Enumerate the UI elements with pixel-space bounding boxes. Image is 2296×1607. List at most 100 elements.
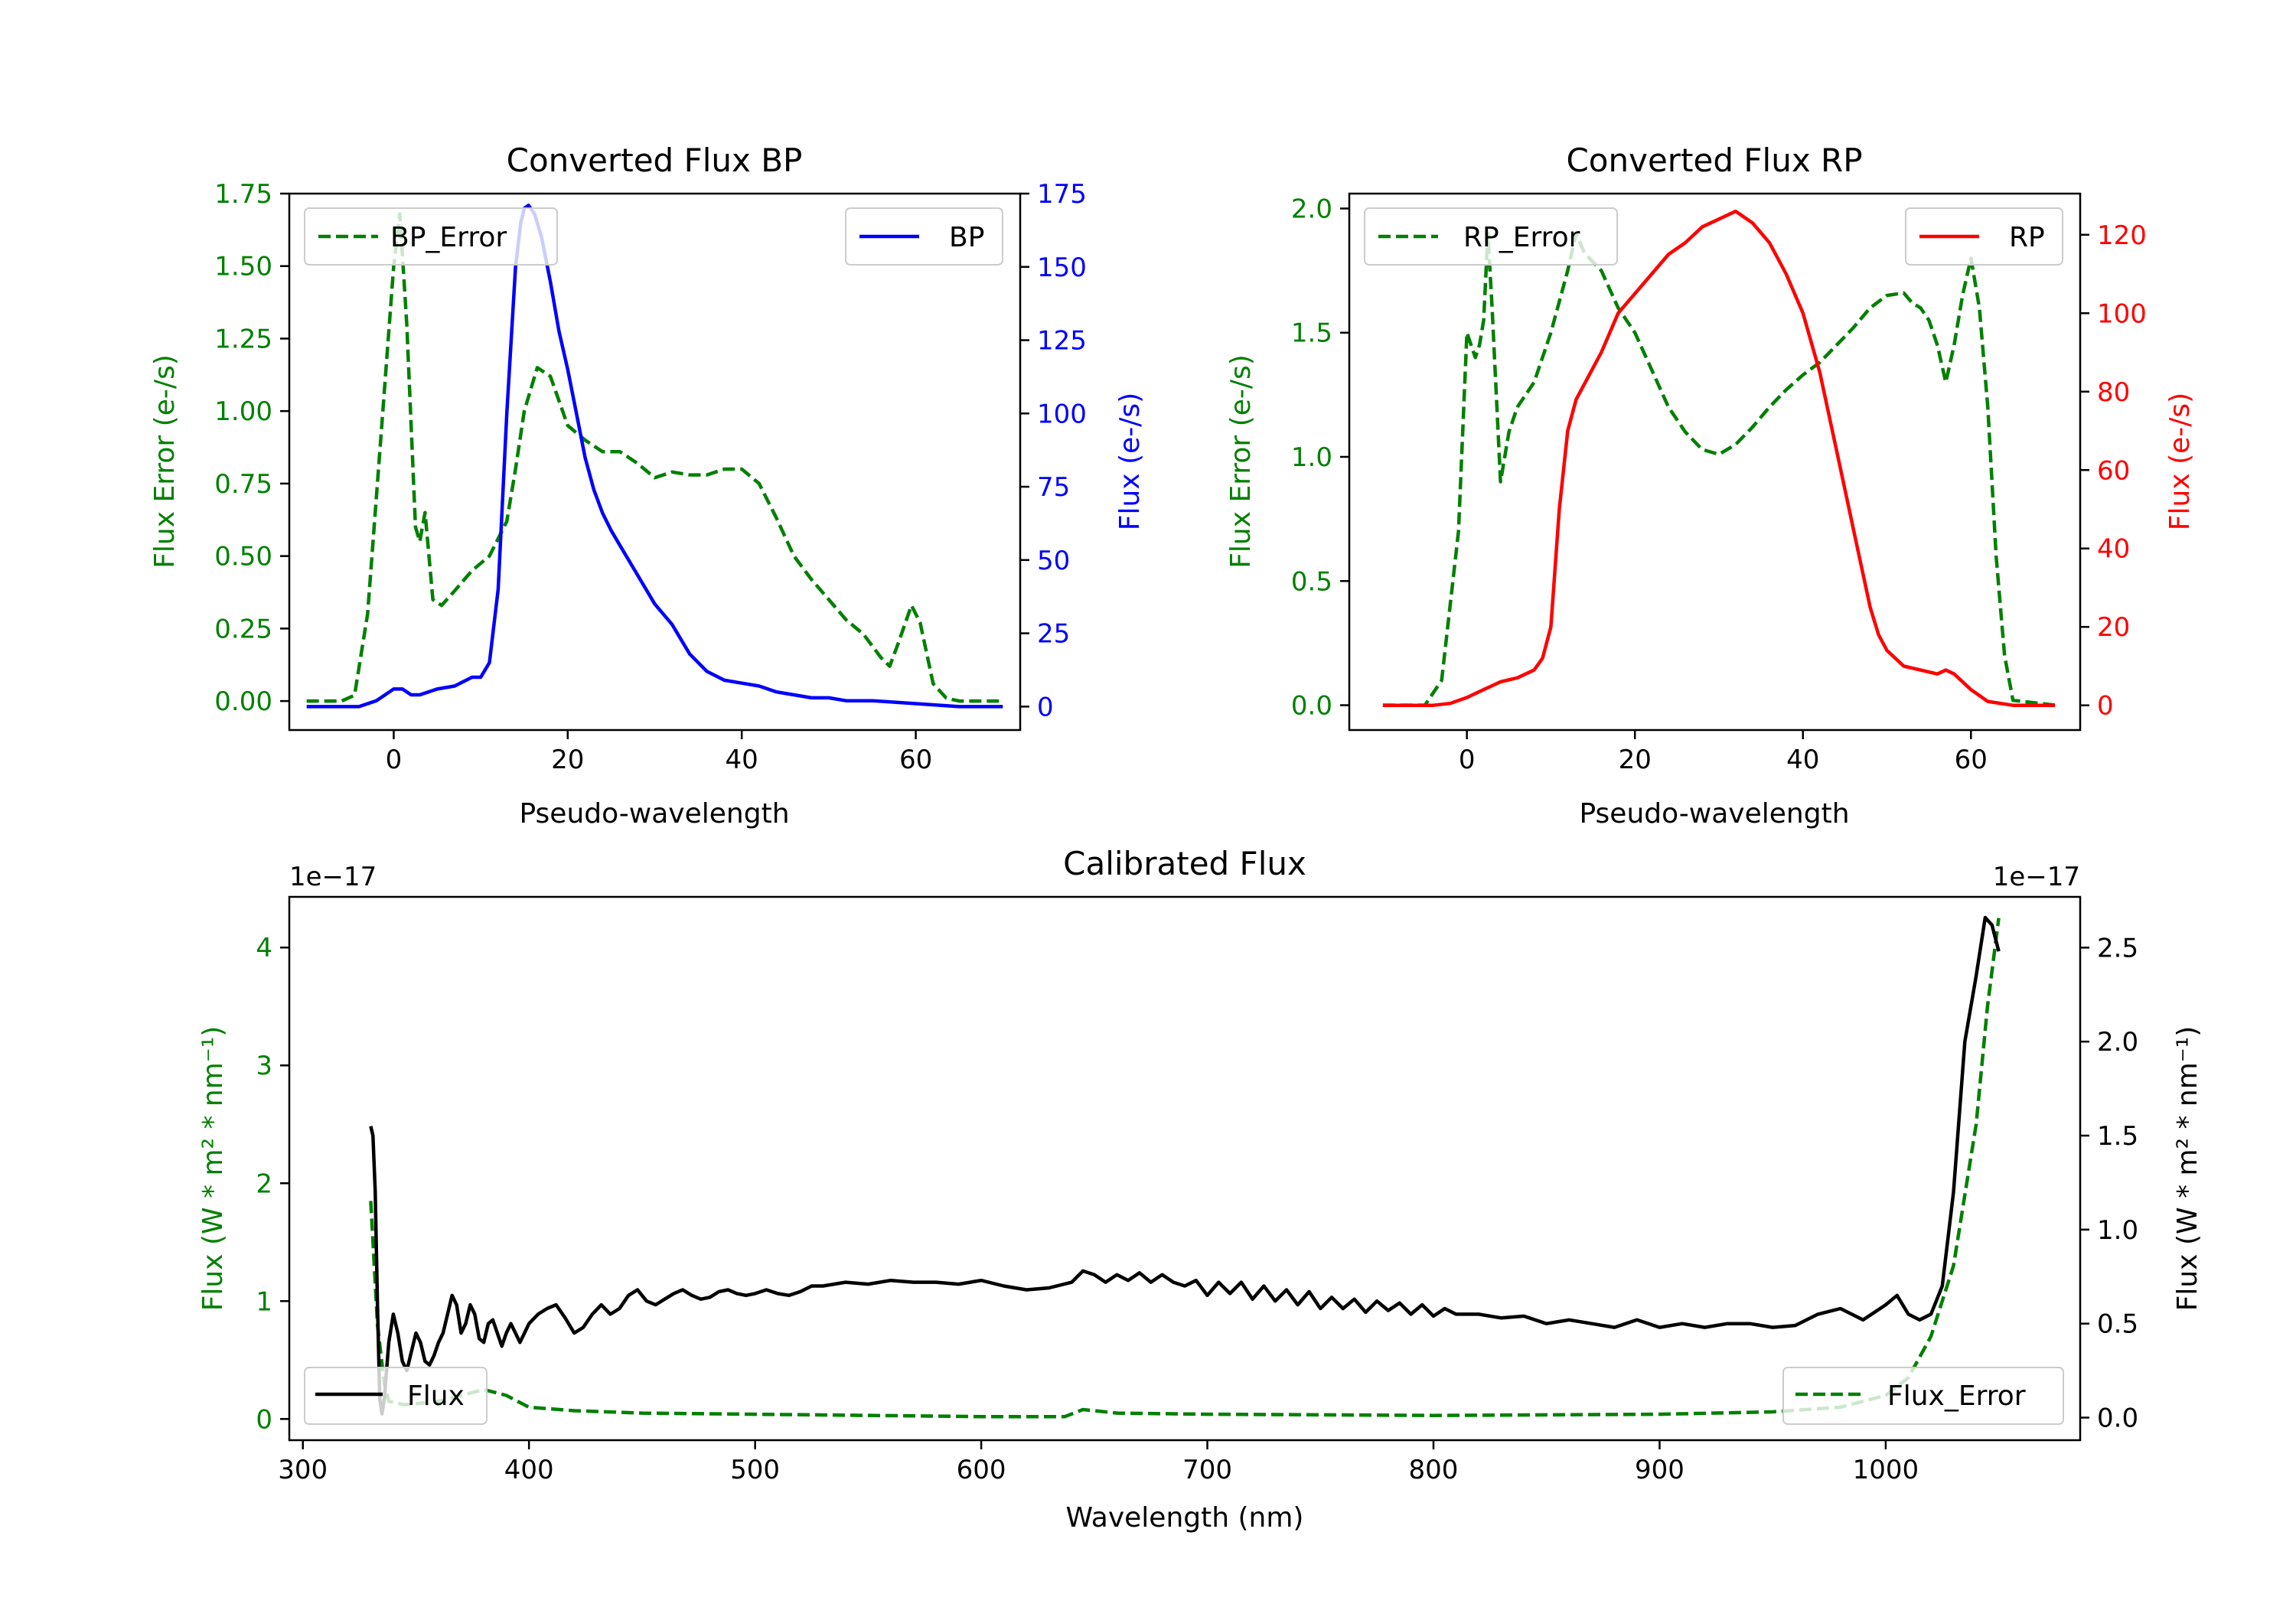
cal-left-y-tick-label: 2	[256, 1169, 272, 1199]
bp-right-y-tick-label: 25	[1037, 619, 1070, 650]
bp-x-tick-label: 20	[551, 745, 584, 775]
cal-right-y-tick-label: 0.5	[2097, 1309, 2138, 1340]
rp-left-y-tick-label: 1.0	[1291, 442, 1332, 473]
bp-left-y-tick-label: 1.50	[214, 252, 272, 282]
rp-x-tick-label: 20	[1619, 745, 1652, 775]
calibrated-legend-error-box	[1782, 1367, 2064, 1425]
rp-legend-error-box	[1364, 207, 1618, 266]
rp-right-y-tick-label: 40	[2097, 534, 2130, 565]
rp-right-y-tick-label: 100	[2097, 298, 2147, 329]
rp-left-y-tick-label: 0.0	[1291, 691, 1332, 722]
rp-left-y-tick-label: 1.5	[1291, 318, 1332, 349]
calibrated-legend-error: Flux_Error	[1782, 1367, 2064, 1425]
bp-x-axis-label: Pseudo-wavelength	[519, 798, 789, 830]
rp-axes-frame	[1348, 192, 2082, 732]
rp-legend-error-text: RP_Error	[1463, 222, 1580, 253]
cal-right-y-tick-label: 2.5	[2097, 933, 2138, 963]
bp-panel: Converted Flux BP 0 20 40 60 0.00 0.25 0.50 0.7…	[149, 142, 1146, 830]
bp-legend-flux-text: BP	[949, 222, 984, 253]
rp-left-y-tick-label: 2.0	[1291, 194, 1332, 224]
cal-left-y-tick-label: 4	[256, 933, 272, 963]
bp-title: Converted Flux BP	[507, 142, 803, 179]
calibrated-right-y-axis-label: Flux (W * m² * nm⁻¹)	[2172, 1026, 2203, 1312]
bp-legend-error-box	[304, 207, 558, 266]
calibrated-left-offset-text: 1e−17	[289, 862, 377, 892]
bp-axes-frame	[288, 192, 1022, 732]
rp-left-y-tick-label: 0.5	[1291, 566, 1332, 597]
bp-legend-flux-box	[845, 207, 1003, 266]
rp-x-axis-label: Pseudo-wavelength	[1579, 798, 1849, 830]
bp-right-y-tick-label: 150	[1037, 253, 1087, 283]
cal-x-tick-label: 400	[504, 1455, 554, 1485]
rp-legend-flux: RP	[1905, 207, 2063, 266]
bp-x-tick-label: 40	[726, 745, 758, 775]
cal-series-flux-line	[369, 915, 2001, 1416]
calibrated-panel: Calibrated Flux 1e−17 1e−17 300 400 500 600…	[197, 845, 2203, 1534]
rp-right-y-tick-label: 120	[2097, 220, 2147, 251]
calibrated-legend-flux: Flux	[304, 1367, 488, 1425]
calibrated-legend-flux-box	[304, 1367, 488, 1425]
bp-left-y-axis-label: Flux Error (e-/s)	[149, 354, 181, 569]
rp-legend-error: RP_Error	[1364, 207, 1618, 266]
cal-right-y-tick-label: 1.5	[2097, 1121, 2138, 1152]
calibrated-legend-flux-text: Flux	[407, 1380, 465, 1412]
rp-legend-flux-box	[1905, 207, 2063, 266]
rp-title: Converted Flux RP	[1566, 142, 1862, 179]
bp-left-y-tick-label: 0.50	[214, 542, 272, 572]
cal-right-y-tick-label: 0.0	[2097, 1403, 2138, 1434]
cal-right-y-tick-label: 1.0	[2097, 1215, 2138, 1246]
calibrated-x-axis-label: Wavelength (nm)	[1066, 1502, 1304, 1534]
rp-series-rp-line	[1382, 209, 2056, 707]
calibrated-title: Calibrated Flux	[1063, 845, 1306, 882]
rp-x-tick-label: 0	[1459, 745, 1476, 775]
bp-right-y-tick-label: 75	[1037, 472, 1070, 503]
bp-right-y-tick-label: 100	[1037, 399, 1087, 429]
cal-left-y-tick-label: 1	[256, 1286, 272, 1317]
rp-right-y-axis-label: Flux (e-/s)	[2164, 393, 2196, 530]
bp-right-y-axis-label: Flux (e-/s)	[1114, 393, 1146, 530]
cal-x-tick-label: 1000	[1853, 1455, 1919, 1485]
cal-x-tick-label: 300	[278, 1455, 328, 1485]
cal-x-tick-label: 600	[957, 1455, 1006, 1485]
rp-x-tick-label: 40	[1786, 745, 1819, 775]
cal-left-y-tick-label: 0	[256, 1404, 272, 1435]
bp-left-y-tick-label: 1.25	[214, 324, 272, 354]
bp-x-tick-label: 0	[386, 745, 403, 775]
rp-series-rp-error-line	[1382, 231, 2056, 707]
bp-left-y-tick-label: 0.00	[214, 686, 272, 717]
bp-left-y-tick-label: 0.25	[214, 614, 272, 644]
cal-left-y-tick-label: 3	[256, 1051, 272, 1081]
calibrated-legend-error-text: Flux_Error	[1887, 1380, 2026, 1412]
rp-panel: Converted Flux RP 0 20 40 60 0.0 0.5 1.0 1.5 2.0…	[1225, 142, 2196, 830]
bp-x-tick-label: 60	[899, 745, 932, 775]
calibrated-axes-frame	[288, 895, 2082, 1442]
rp-right-y-tick-label: 20	[2097, 612, 2130, 643]
cal-x-tick-label: 500	[730, 1455, 780, 1485]
bp-right-y-tick-label: 175	[1037, 179, 1087, 210]
bp-series-group	[306, 204, 1003, 709]
cal-right-y-tick-label: 2.0	[2097, 1027, 2138, 1058]
bp-left-y-tick-label: 1.75	[214, 179, 272, 210]
bp-right-y-tick-label: 50	[1037, 546, 1070, 576]
bp-series-bp-line	[306, 204, 1003, 709]
rp-legend-flux-text: RP	[2009, 222, 2045, 253]
rp-series-group	[1382, 209, 2056, 707]
bp-legend-error-text: BP_Error	[390, 222, 507, 253]
cal-series-group	[369, 915, 2001, 1419]
bp-left-y-tick-label: 1.00	[214, 396, 272, 427]
cal-x-tick-label: 800	[1409, 1455, 1459, 1485]
rp-left-y-axis-label: Flux Error (e-/s)	[1225, 354, 1257, 569]
rp-right-y-tick-label: 80	[2097, 377, 2130, 408]
calibrated-right-offset-text: 1e−17	[1993, 862, 2080, 892]
rp-right-y-tick-label: 60	[2097, 455, 2130, 486]
bp-legend-flux: BP	[845, 207, 1003, 266]
rp-right-y-tick-label: 0	[2097, 691, 2114, 722]
bp-legend-error: BP_Error	[304, 207, 558, 266]
cal-series-flux-error-line	[369, 918, 2001, 1419]
cal-x-tick-label: 700	[1182, 1455, 1232, 1485]
bp-series-bp-error-line	[306, 212, 1003, 703]
cal-x-tick-label: 900	[1635, 1455, 1684, 1485]
bp-left-y-tick-label: 0.75	[214, 469, 272, 500]
bp-right-y-tick-label: 125	[1037, 326, 1087, 357]
